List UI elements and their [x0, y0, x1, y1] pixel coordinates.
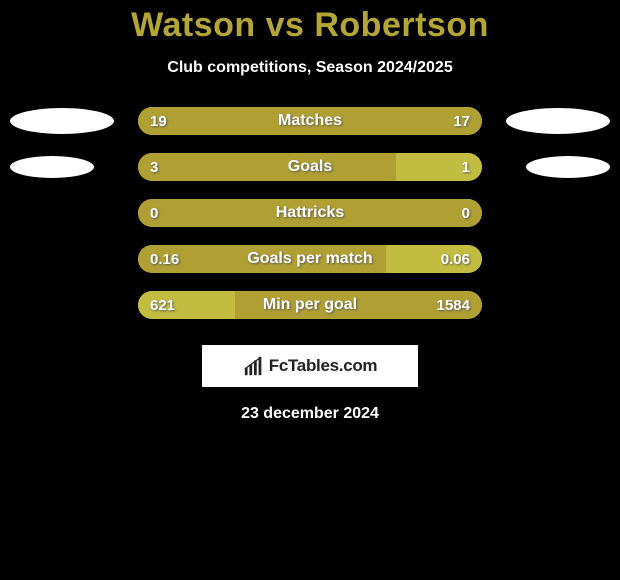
player-avatar-right	[526, 156, 610, 178]
stat-bar: 621 Min per goal 1584	[138, 291, 482, 319]
stat-bar: 0 Hattricks 0	[138, 199, 482, 227]
player-avatar-left	[10, 156, 94, 178]
stat-rows: 19 Matches 17 3 Goals 1 0	[0, 107, 620, 319]
stat-value-right: 0	[462, 199, 470, 227]
stat-label: Goals	[138, 153, 482, 181]
page-title: Watson vs Robertson	[0, 0, 620, 45]
stat-row: 3 Goals 1	[10, 153, 610, 181]
stat-value-right: 0.06	[441, 245, 470, 273]
subtitle: Club competitions, Season 2024/2025	[0, 59, 620, 77]
stat-value-right: 17	[453, 107, 470, 135]
source-logo-text: FcTables.com	[269, 356, 378, 376]
stat-bar: 3 Goals 1	[138, 153, 482, 181]
source-logo: FcTables.com	[243, 355, 378, 377]
stat-value-right: 1584	[437, 291, 470, 319]
stat-row: 621 Min per goal 1584	[10, 291, 610, 319]
player-avatar-right	[506, 108, 610, 134]
stat-row: 0.16 Goals per match 0.06	[10, 245, 610, 273]
player-avatar-left	[10, 108, 114, 134]
comparison-infographic: Watson vs Robertson Club competitions, S…	[0, 0, 620, 580]
stat-value-right: 1	[462, 153, 470, 181]
source-logo-box: FcTables.com	[202, 345, 418, 387]
stat-label: Goals per match	[138, 245, 482, 273]
stat-row: 0 Hattricks 0	[10, 199, 610, 227]
stat-label: Hattricks	[138, 199, 482, 227]
stat-bar: 0.16 Goals per match 0.06	[138, 245, 482, 273]
stat-row: 19 Matches 17	[10, 107, 610, 135]
bars-icon	[243, 355, 265, 377]
stat-label: Matches	[138, 107, 482, 135]
date-text: 23 december 2024	[0, 405, 620, 423]
stat-bar: 19 Matches 17	[138, 107, 482, 135]
stat-label: Min per goal	[138, 291, 482, 319]
